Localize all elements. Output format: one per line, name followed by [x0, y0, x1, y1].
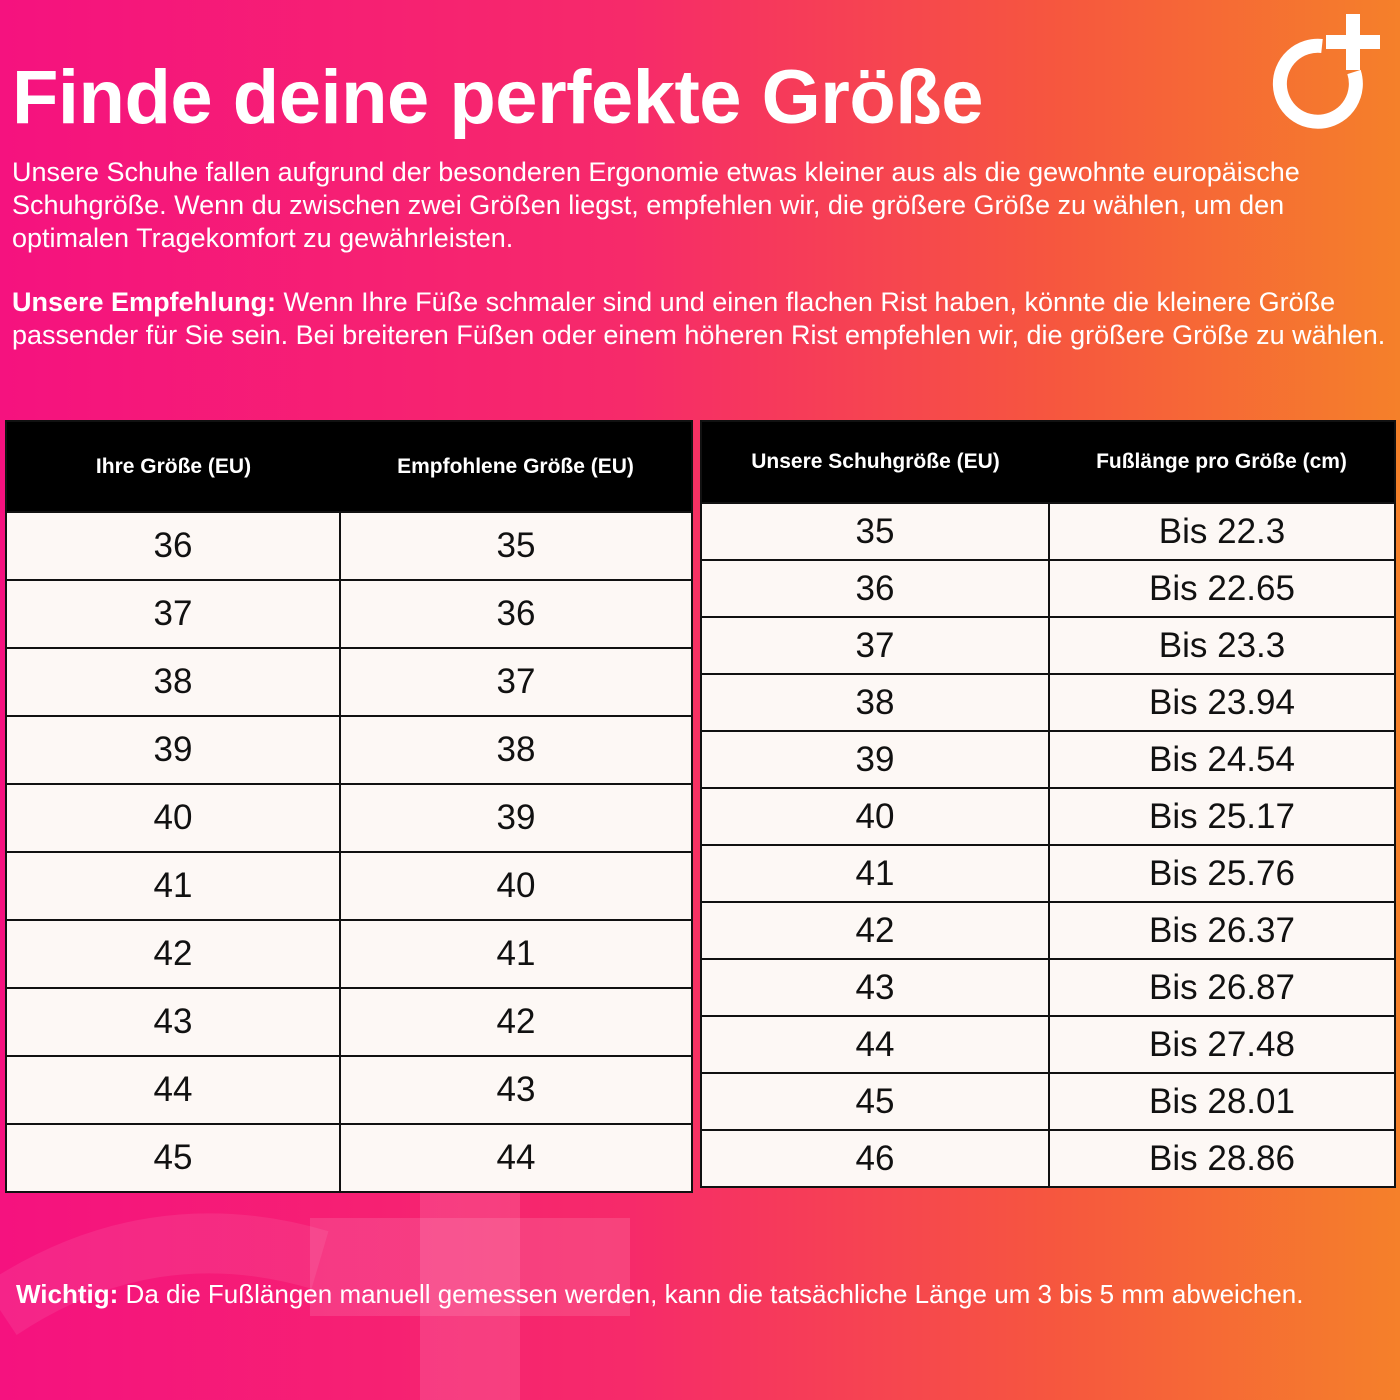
table-cell: 36: [700, 559, 1050, 618]
foot-length-table: Unsere Schuhgröße (EU) Fußlänge pro Größ…: [700, 420, 1396, 1188]
table-row: 35 Bis 22.3: [700, 502, 1396, 561]
watermark-ring-icon: [0, 1213, 329, 1336]
size-conversion-table: Ihre Größe (EU) Empfohlene Größe (EU) 36…: [5, 420, 693, 1193]
column-header: Empfohlene Größe (EU): [340, 421, 692, 512]
table-cell: 38: [5, 647, 341, 717]
table-cell: Bis 27.48: [1048, 1015, 1396, 1074]
table-row: 41 Bis 25.76: [700, 844, 1396, 903]
table-cell: 35: [339, 511, 693, 581]
table-cell: 44: [700, 1015, 1050, 1074]
circle-plus-logo-icon: [1272, 14, 1380, 129]
table-cell: 39: [700, 730, 1050, 789]
table-cell: 40: [339, 851, 693, 921]
table-cell: 37: [700, 616, 1050, 675]
table-row: 38 Bis 23.94: [700, 673, 1396, 732]
table-row: 44 Bis 27.48: [700, 1015, 1396, 1074]
table-cell: Bis 26.87: [1048, 958, 1396, 1017]
table-row: 43 Bis 26.87: [700, 958, 1396, 1017]
table-row: 40 Bis 25.17: [700, 787, 1396, 846]
table-row: 39 38: [5, 715, 693, 785]
table-cell: 37: [5, 579, 341, 649]
watermark-cross-vertical: [420, 1190, 520, 1400]
table-cell: 46: [700, 1129, 1050, 1188]
table-cell: 42: [700, 901, 1050, 960]
table-row: 42 41: [5, 919, 693, 989]
table-row: 46 Bis 28.86: [700, 1129, 1396, 1188]
table-row: 37 36: [5, 579, 693, 649]
recommendation-text: Unsere Empfehlung: Wenn Ihre Füße schmal…: [12, 286, 1388, 352]
table-row: 39 Bis 24.54: [700, 730, 1396, 789]
table-cell: 42: [339, 987, 693, 1057]
table-row: 42 Bis 26.37: [700, 901, 1396, 960]
table-cell: Bis 23.94: [1048, 673, 1396, 732]
table-cell: 41: [5, 851, 341, 921]
table-cell: 43: [339, 1055, 693, 1125]
table-cell: 35: [700, 502, 1050, 561]
table-cell: 43: [700, 958, 1050, 1017]
watermark-cross-horizontal: [310, 1218, 630, 1316]
table-cell: 40: [5, 783, 341, 853]
table-row: 45 44: [5, 1123, 693, 1193]
table-cell: 36: [5, 511, 341, 581]
table-cell: 38: [339, 715, 693, 785]
note-body: Da die Fußlängen manuell gemessen werden…: [118, 1279, 1304, 1309]
table-cell: 44: [5, 1055, 341, 1125]
table-cell: 39: [339, 783, 693, 853]
table-cell: Bis 25.76: [1048, 844, 1396, 903]
table-cell: 42: [5, 919, 341, 989]
table-cell: Bis 25.17: [1048, 787, 1396, 846]
table-cell: 43: [5, 987, 341, 1057]
intro-text: Unsere Schuhe fallen aufgrund der besond…: [12, 157, 1300, 253]
note-label: Wichtig:: [16, 1279, 119, 1309]
table-cell: 39: [5, 715, 341, 785]
table-row: 36 Bis 22.65: [700, 559, 1396, 618]
table-row: 40 39: [5, 783, 693, 853]
table-cell: 40: [700, 787, 1050, 846]
table-row: 43 42: [5, 987, 693, 1057]
table-cell: Bis 24.54: [1048, 730, 1396, 789]
table-cell: 45: [700, 1072, 1050, 1131]
page-title: Finde deine perfekte Größe: [12, 55, 984, 140]
recommendation-body: Wenn Ihre Füße schmaler sind und einen f…: [12, 287, 1386, 350]
table-row: 45 Bis 28.01: [700, 1072, 1396, 1131]
column-header: Unsere Schuhgröße (EU): [701, 421, 1049, 503]
table-cell: Bis 26.37: [1048, 901, 1396, 960]
important-note: Wichtig: Da die Fußlängen manuell gemess…: [16, 1278, 1384, 1310]
table-cell: 41: [339, 919, 693, 989]
column-header: Fußlänge pro Größe (cm): [1049, 421, 1395, 503]
table-cell: 38: [700, 673, 1050, 732]
table-row: 36 35: [5, 511, 693, 581]
table-cell: 37: [339, 647, 693, 717]
table-cell: 45: [5, 1123, 341, 1193]
column-header: Ihre Größe (EU): [6, 421, 340, 512]
table-cell: Bis 22.3: [1048, 502, 1396, 561]
table-cell: Bis 28.86: [1048, 1129, 1396, 1188]
table-row: 44 43: [5, 1055, 693, 1125]
table-cell: Bis 23.3: [1048, 616, 1396, 675]
table-cell: Bis 28.01: [1048, 1072, 1396, 1131]
table-cell: 36: [339, 579, 693, 649]
recommendation-label: Unsere Empfehlung:: [12, 287, 277, 317]
table-cell: 44: [339, 1123, 693, 1193]
table-cell: Bis 22.65: [1048, 559, 1396, 618]
table-row: 38 37: [5, 647, 693, 717]
table-cell: 41: [700, 844, 1050, 903]
table-row: 37 Bis 23.3: [700, 616, 1396, 675]
table-row: 41 40: [5, 851, 693, 921]
